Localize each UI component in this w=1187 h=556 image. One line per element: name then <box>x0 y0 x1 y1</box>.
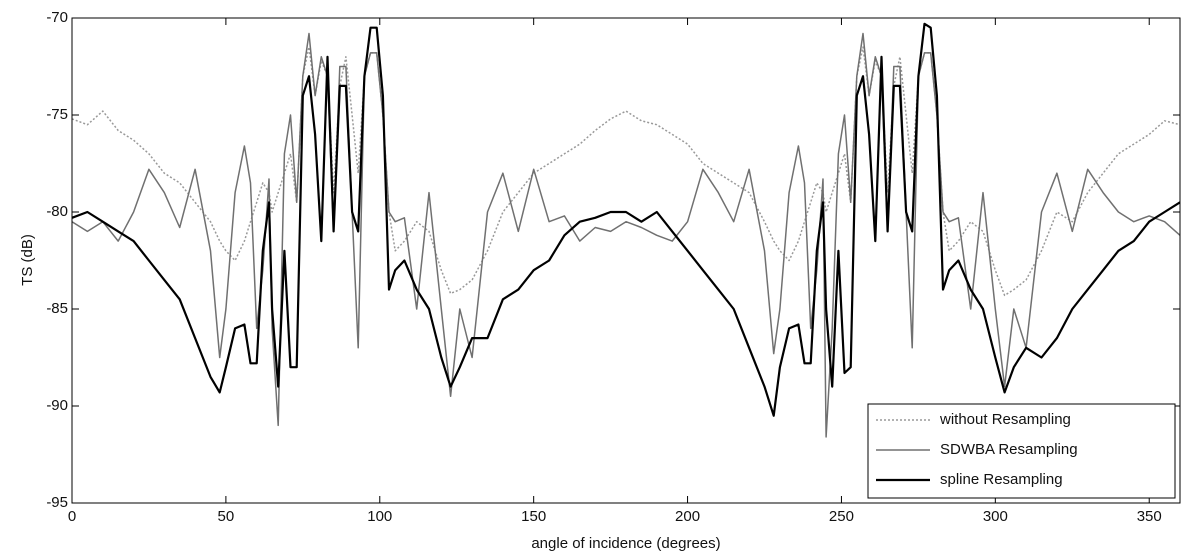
series-line <box>71 46 1181 297</box>
y-tick-label: -90 <box>46 397 68 414</box>
x-tick-label: 100 <box>367 508 392 525</box>
plot-frame <box>71 17 1181 504</box>
y-tick-label: -80 <box>46 203 68 220</box>
y-axis-label: TS (dB) <box>19 234 36 286</box>
legend-label: spline Resampling <box>940 471 1063 488</box>
x-tick-label: 300 <box>983 508 1008 525</box>
x-tick-label: 350 <box>1137 508 1162 525</box>
x-tick-label: 250 <box>829 508 854 525</box>
y-tick-label: -75 <box>46 106 68 123</box>
x-tick-label: 50 <box>218 508 235 525</box>
legend-label: without Resampling <box>939 411 1071 428</box>
x-axis-label: angle of incidence (degrees) <box>531 535 720 552</box>
legend-box <box>867 403 1176 499</box>
series-line <box>71 22 1181 417</box>
y-tick-label: -95 <box>46 494 68 511</box>
x-tick-label: 0 <box>68 508 76 525</box>
series-line <box>71 32 1181 438</box>
y-tick-label: -70 <box>46 9 68 26</box>
x-tick-label: 200 <box>675 508 700 525</box>
y-tick-label: -85 <box>46 300 68 317</box>
x-tick-label: 150 <box>521 508 546 525</box>
legend-label: SDWBA Resampling <box>940 441 1078 458</box>
